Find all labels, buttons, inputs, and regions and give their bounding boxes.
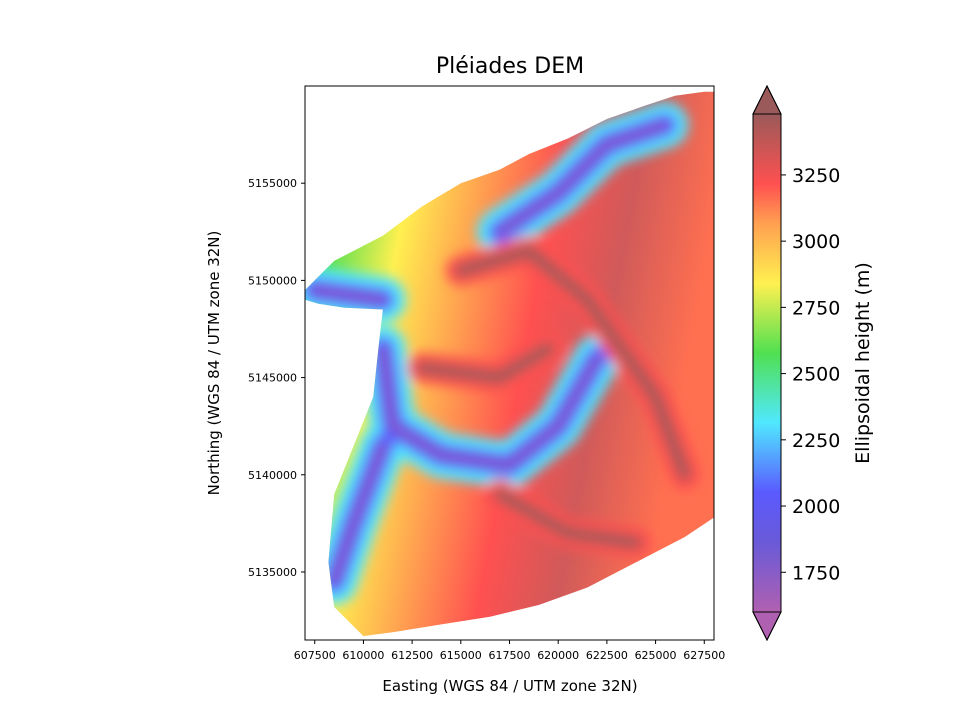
valley-floor bbox=[310, 286, 387, 304]
y-axis-ticks: 5135000 5140000 5145000 5150000 5155000 bbox=[248, 177, 305, 579]
ridge-crest bbox=[493, 488, 643, 549]
colorbar-label: Ellipsoidal height (m) bbox=[852, 262, 874, 464]
y-tick-label: 5140000 bbox=[248, 469, 297, 482]
y-axis-label: Northing (WGS 84 / UTM zone 32N) bbox=[205, 231, 223, 496]
colorbar-tick-label: 2250 bbox=[792, 430, 840, 452]
plot-area: 607500 610000 612500 615000 617500 620000 6225… bbox=[248, 85, 725, 662]
x-tick-label: 615000 bbox=[440, 649, 482, 662]
chart-title: Pléiades DEM bbox=[436, 54, 584, 79]
colorbar-ticks: 1750 2000 2250 2500 2750 3000 3250 bbox=[781, 165, 840, 584]
colorbar: 1750 2000 2250 2500 2750 3000 3250 Ellipsoidal… bbox=[752, 84, 874, 642]
x-axis-ticks: 607500 610000 612500 615000 617500 620000 6225… bbox=[294, 640, 725, 662]
ridge-crest bbox=[415, 342, 555, 384]
x-tick-label: 620000 bbox=[537, 649, 579, 662]
x-tick-label: 622500 bbox=[586, 649, 628, 662]
colorbar-gradient bbox=[753, 114, 781, 612]
colorbar-tick-label: 3250 bbox=[792, 165, 840, 187]
x-tick-label: 625000 bbox=[635, 649, 677, 662]
x-tick-label: 607500 bbox=[294, 649, 336, 662]
valley-floor bbox=[378, 344, 602, 470]
y-tick-label: 5135000 bbox=[248, 566, 297, 579]
colorbar-outline bbox=[752, 84, 782, 642]
y-tick-label: 5145000 bbox=[248, 372, 297, 385]
colorbar-tick-label: 2500 bbox=[792, 364, 840, 386]
y-tick-label: 5155000 bbox=[248, 177, 297, 190]
x-tick-label: 627500 bbox=[683, 649, 725, 662]
colorbar-tick-label: 2750 bbox=[792, 297, 840, 319]
colorbar-upper-extension bbox=[752, 84, 782, 115]
ridge-crest bbox=[454, 245, 691, 481]
colorbar-tick-label: 1750 bbox=[792, 562, 840, 584]
colorbar-tick-label: 2000 bbox=[792, 496, 840, 518]
x-axis-label: Easting (WGS 84 / UTM zone 32N) bbox=[382, 677, 637, 695]
y-tick-label: 5150000 bbox=[248, 274, 297, 287]
x-tick-label: 610000 bbox=[342, 649, 384, 662]
elevation-raster bbox=[305, 91, 714, 637]
x-tick-label: 617500 bbox=[489, 649, 531, 662]
colorbar-lower-extension bbox=[752, 611, 782, 642]
valley-floor bbox=[330, 441, 387, 586]
colorbar-tick-label: 3000 bbox=[792, 231, 840, 253]
x-tick-label: 612500 bbox=[391, 649, 433, 662]
valley-floor bbox=[495, 120, 670, 236]
